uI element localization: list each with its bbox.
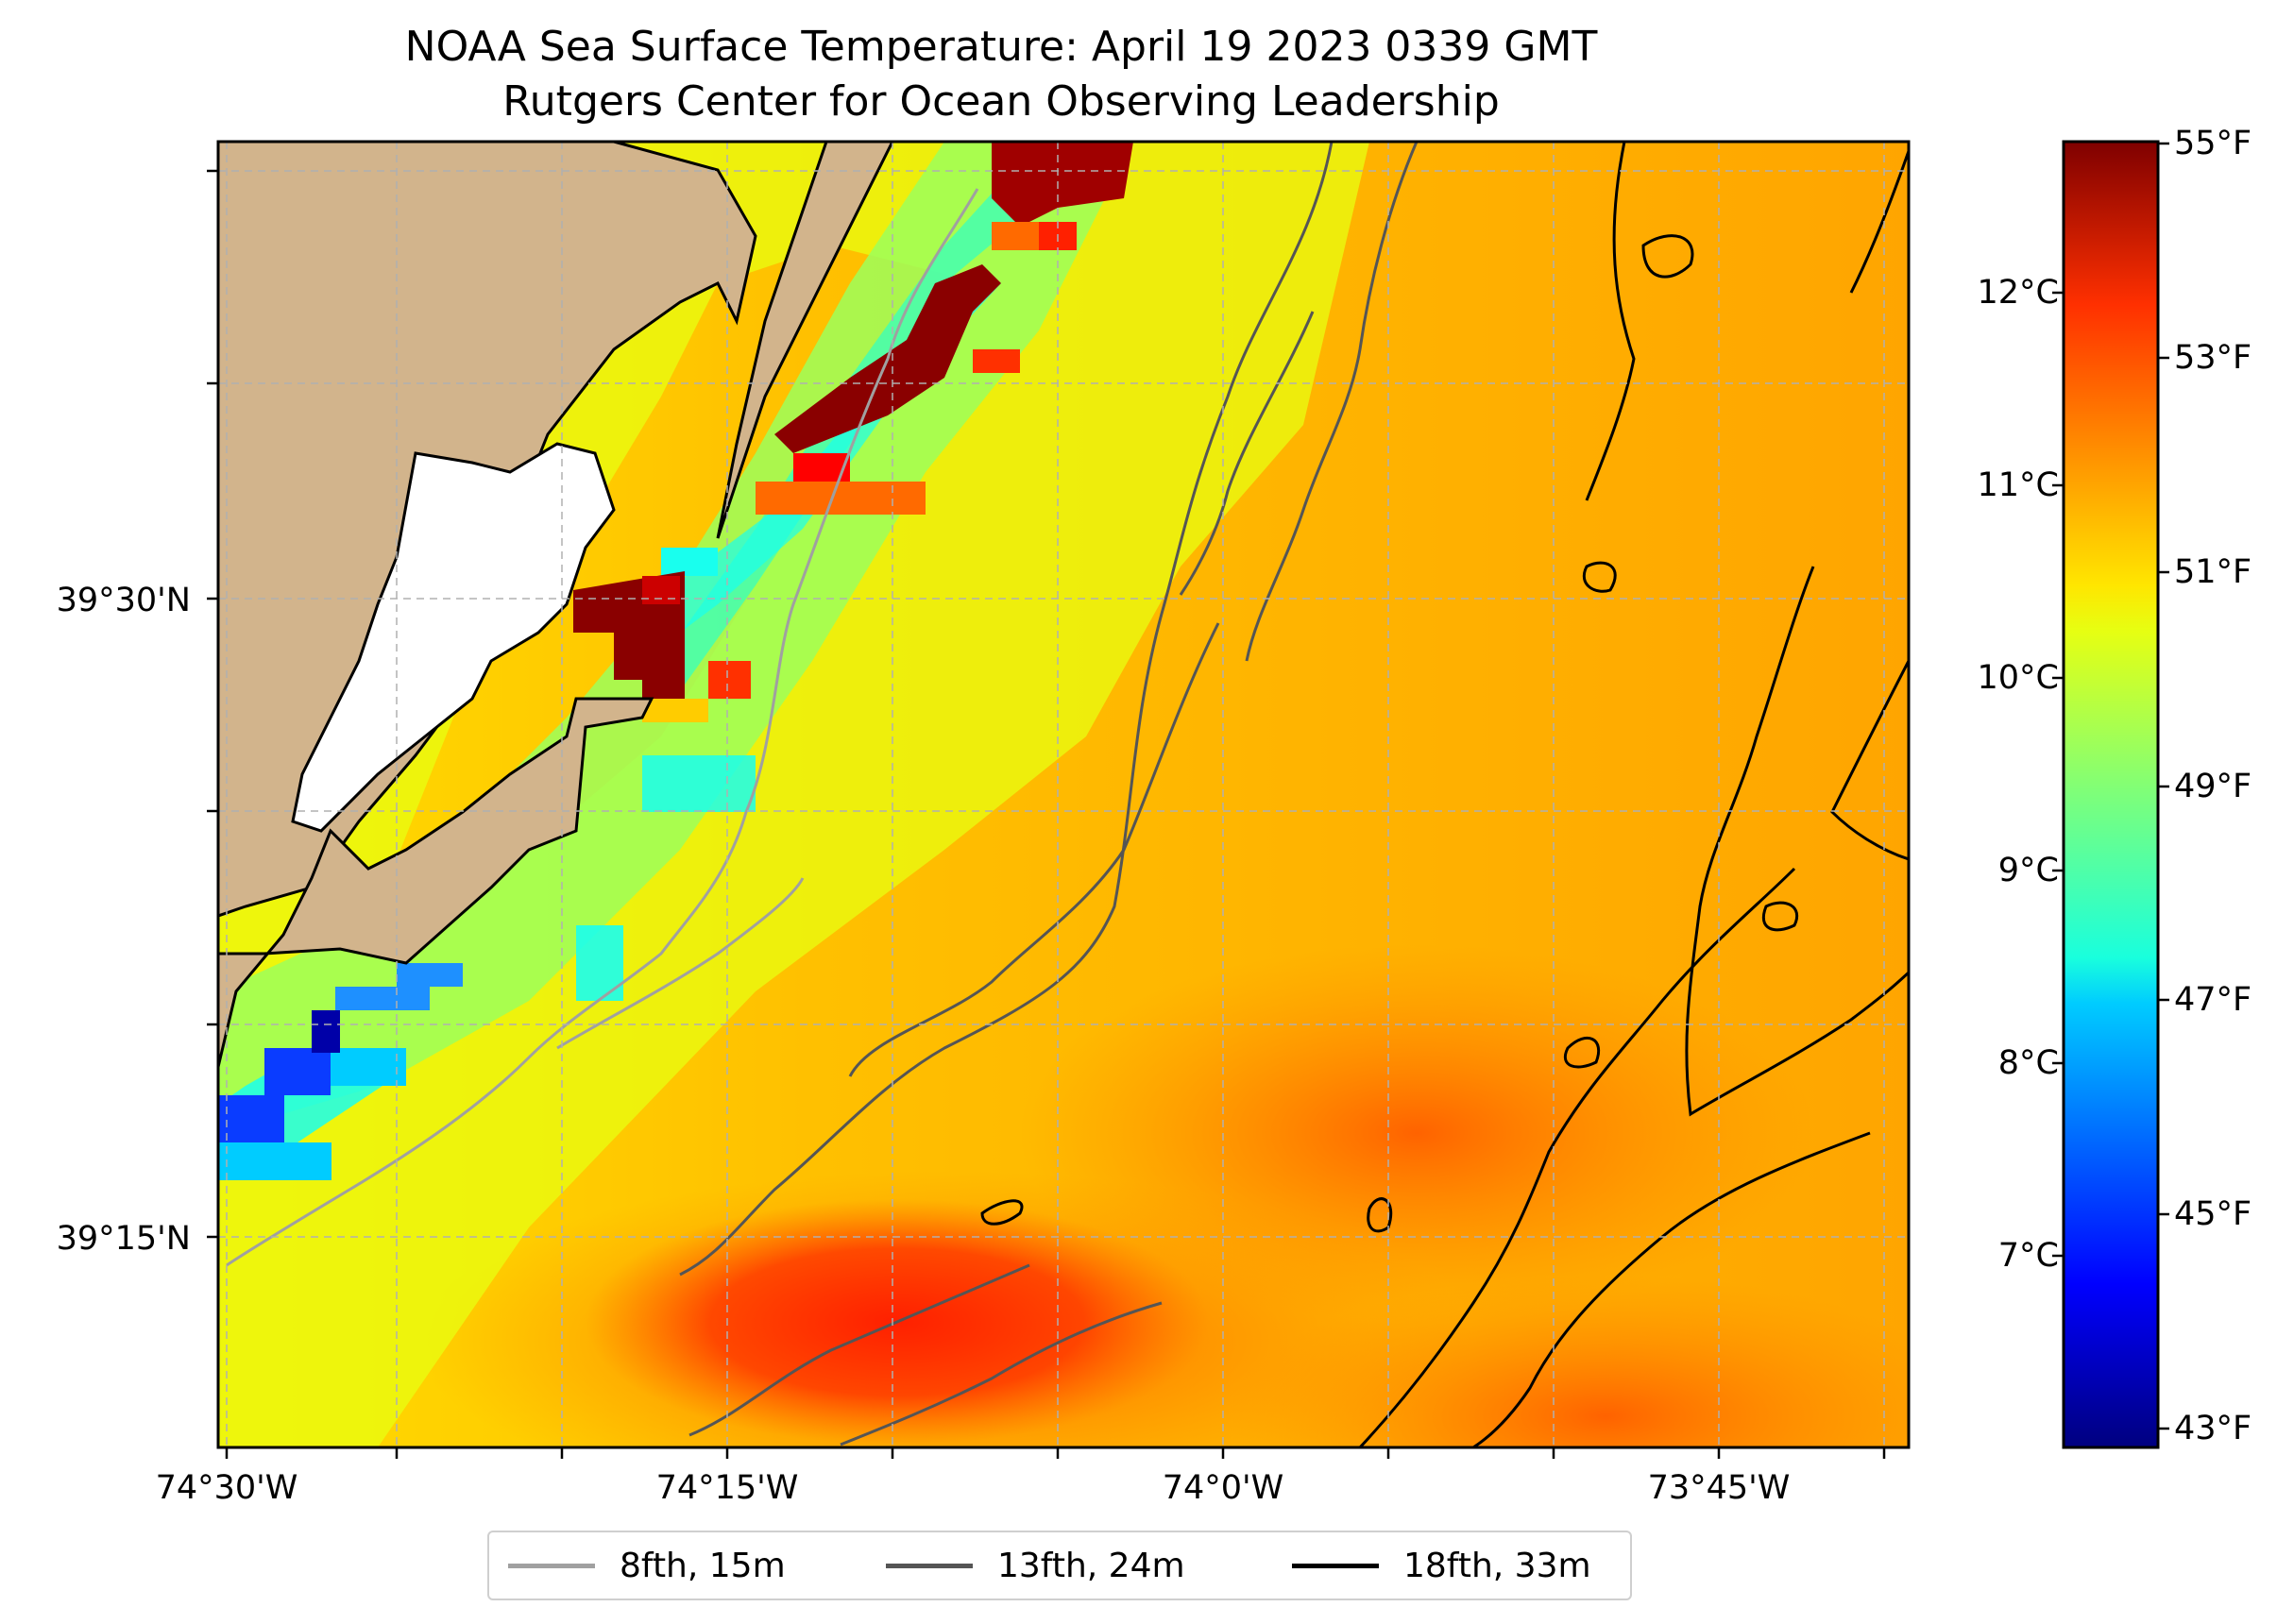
legend-item-13fth: 13fth, 24m — [886, 1532, 1185, 1599]
colorbar-label-10c: 10°C — [1977, 659, 2059, 697]
lon-label-74-30: 74°30'W — [155, 1469, 298, 1507]
land — [218, 142, 894, 1068]
lon-label-74-15: 74°15'W — [655, 1469, 799, 1507]
colorbar-label-8c: 8°C — [1997, 1044, 2059, 1082]
legend-label-18fth: 18fth, 33m — [1403, 1546, 1591, 1585]
lat-label-39-30: 39°30'N — [56, 582, 191, 619]
legend-swatch-13fth — [886, 1563, 973, 1568]
legend-swatch-18fth — [1292, 1563, 1379, 1568]
axis-ticks — [207, 169, 1886, 1459]
colorbar-label-12c: 12°C — [1977, 274, 2059, 312]
colorbar-label-53f: 53°F — [2174, 339, 2252, 377]
lat-label-39-15: 39°15'N — [56, 1220, 191, 1258]
colorbar — [2062, 140, 2160, 1449]
legend-label-13fth: 13fth, 24m — [997, 1546, 1185, 1585]
bathymetry-contours — [226, 142, 1909, 1447]
legend-item-18fth: 18fth, 33m — [1292, 1532, 1591, 1599]
colorbar-label-11c: 11°C — [1977, 466, 2059, 504]
legend-item-8fth: 8fth, 15m — [508, 1532, 786, 1599]
colorbar-label-7c: 7°C — [1997, 1237, 2059, 1275]
lon-label-73-45: 73°45'W — [1647, 1469, 1791, 1507]
colorbar-label-45f: 45°F — [2174, 1195, 2252, 1233]
map-subtitle: Rutgers Center for Ocean Observing Leade… — [502, 77, 1500, 126]
lon-label-74-00: 74°0'W — [1162, 1469, 1284, 1507]
map-title: NOAA Sea Surface Temperature: April 19 2… — [404, 23, 1598, 71]
legend: 8fth, 15m 13fth, 24m 18fth, 33m — [487, 1531, 1632, 1600]
colorbar-label-43f: 43°F — [2174, 1410, 2252, 1447]
colorbar-label-49f: 49°F — [2174, 768, 2252, 805]
map-frame — [216, 140, 1911, 1449]
gridlines — [218, 142, 1909, 1447]
legend-swatch-8fth — [508, 1563, 595, 1568]
colorbar-label-51f: 51°F — [2174, 553, 2252, 591]
colorbar-ticks — [2052, 142, 2169, 1430]
colorbar-label-55f: 55°F — [2174, 125, 2252, 162]
colorbar-label-47f: 47°F — [2174, 981, 2252, 1019]
legend-label-8fth: 8fth, 15m — [620, 1546, 786, 1585]
colorbar-label-9c: 9°C — [1997, 852, 2059, 889]
